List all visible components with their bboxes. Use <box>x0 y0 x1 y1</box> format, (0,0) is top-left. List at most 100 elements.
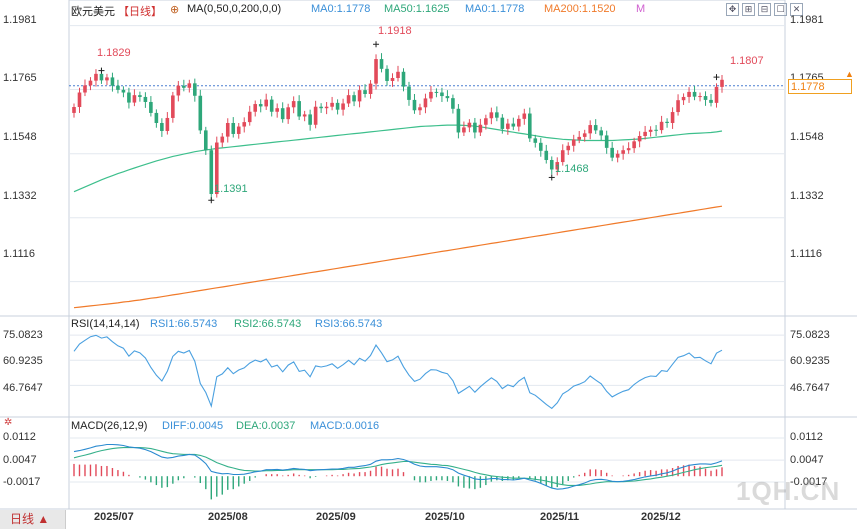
macd-layer <box>73 443 723 500</box>
candle-body <box>462 127 466 133</box>
macd-tick-right: 0.0112 <box>790 431 823 443</box>
candle-body <box>615 153 620 158</box>
candle-body <box>654 129 658 131</box>
candle-body <box>714 86 719 103</box>
macd-macd-value: MACD:0.0016 <box>310 420 380 432</box>
candle-body <box>407 86 411 100</box>
zoom-out-icon[interactable]: ⊟ <box>758 3 771 16</box>
candle-body <box>171 95 175 118</box>
candle-body <box>489 112 494 119</box>
macd-title[interactable]: MACD(26,12,9) <box>71 420 148 432</box>
candle-body <box>247 111 252 123</box>
move-icon[interactable]: ✥ <box>726 3 739 16</box>
current-price-tag: 1.1778 <box>788 79 852 94</box>
candle-body <box>681 96 686 101</box>
candle-body <box>423 98 428 108</box>
ma200-value: MA200:1.1520 <box>544 3 616 15</box>
x-axis-label: 2025/12 <box>641 511 681 523</box>
candle-body <box>99 73 104 81</box>
candle-body <box>527 113 532 139</box>
rsi-tick-right: 75.0823 <box>790 329 830 341</box>
candle-body <box>127 92 131 103</box>
candle-body <box>231 122 236 134</box>
candle-body <box>588 125 593 134</box>
ma-params-label[interactable]: MA(0,50,0,200,0,0) <box>187 3 282 15</box>
candle-body <box>253 104 258 112</box>
watermark: 1QH.CN <box>736 476 841 506</box>
candle-body <box>116 85 120 90</box>
marker-layer <box>98 41 720 204</box>
candle-body <box>456 108 461 133</box>
candle-body <box>698 96 702 98</box>
candle-body <box>506 123 510 129</box>
candle-body <box>368 83 373 94</box>
candle-body <box>659 121 664 131</box>
price-tick-right: 1.1981 <box>790 14 824 26</box>
window-icon[interactable]: ☐ <box>774 3 787 16</box>
close-icon[interactable]: ✕ <box>790 3 803 16</box>
x-axis-label: 2025/08 <box>208 511 248 523</box>
candle-body <box>560 150 565 163</box>
candle-body <box>544 150 549 160</box>
m-button[interactable]: M <box>636 3 646 15</box>
candle-body <box>418 107 422 111</box>
candle-body <box>412 99 417 111</box>
plot-frame <box>68 0 786 510</box>
candle-body <box>193 83 197 96</box>
rsi-tick-right: 46.7647 <box>790 382 830 394</box>
macd-diff-value: DIFF:0.0045 <box>162 420 224 432</box>
candle-body <box>632 141 636 149</box>
candle-body <box>385 68 389 81</box>
candle-body <box>379 59 384 69</box>
candle-body <box>621 150 625 154</box>
peak-label: 1.1918 <box>378 25 412 37</box>
candle-body <box>324 106 329 109</box>
macd-dea-value: DEA:0.0037 <box>236 420 296 432</box>
peak-label: 1.1829 <box>97 47 131 59</box>
candle-body <box>571 139 576 146</box>
price-tick-left: 1.1548 <box>3 131 37 143</box>
candle-body <box>308 114 312 125</box>
candle-body <box>429 91 433 99</box>
candle-body <box>269 99 274 112</box>
grid-layer <box>0 0 857 510</box>
candle-body <box>319 106 323 109</box>
x-axis-label: 2025/10 <box>425 511 465 523</box>
candle-body <box>286 107 290 120</box>
macd-dea-line <box>73 447 723 486</box>
candle-body <box>346 95 351 104</box>
rsi-title[interactable]: RSI(14,14,14) <box>71 318 140 330</box>
candle-body <box>720 79 724 87</box>
candle-body <box>500 117 505 129</box>
candle-body <box>330 102 334 107</box>
candle-body <box>626 148 631 151</box>
candle-body <box>220 136 225 143</box>
candle-body <box>478 124 483 133</box>
candle-body <box>203 130 208 151</box>
x-axis-label: 2025/09 <box>316 511 356 523</box>
settings-icon[interactable]: ⊕ <box>170 4 180 16</box>
candle-body <box>549 159 554 170</box>
candle-body <box>110 77 115 86</box>
candle-body <box>132 95 137 103</box>
x-axis-label: 2025/11 <box>540 511 580 523</box>
candle-body <box>225 122 230 137</box>
candle-body <box>335 102 340 110</box>
candle-body <box>302 114 307 117</box>
candle-body <box>160 122 164 131</box>
candle-body <box>264 99 269 107</box>
macd-settings-icon[interactable]: ✲ <box>4 417 13 428</box>
ma200-line <box>73 205 723 309</box>
macd-tick-left: -0.0017 <box>3 476 41 488</box>
candle-body <box>648 129 653 132</box>
candle-body <box>291 101 296 108</box>
period-label[interactable]: 【日线】 <box>118 6 162 18</box>
price-tick-right: 1.1116 <box>790 248 823 260</box>
zoom-in-icon[interactable]: ⊞ <box>742 3 755 16</box>
candle-body <box>357 90 362 102</box>
candle-body <box>604 135 609 148</box>
candle-body <box>593 125 598 131</box>
period-switch-button[interactable]: 日线 ▲ <box>0 510 66 529</box>
candle-body <box>154 112 159 123</box>
